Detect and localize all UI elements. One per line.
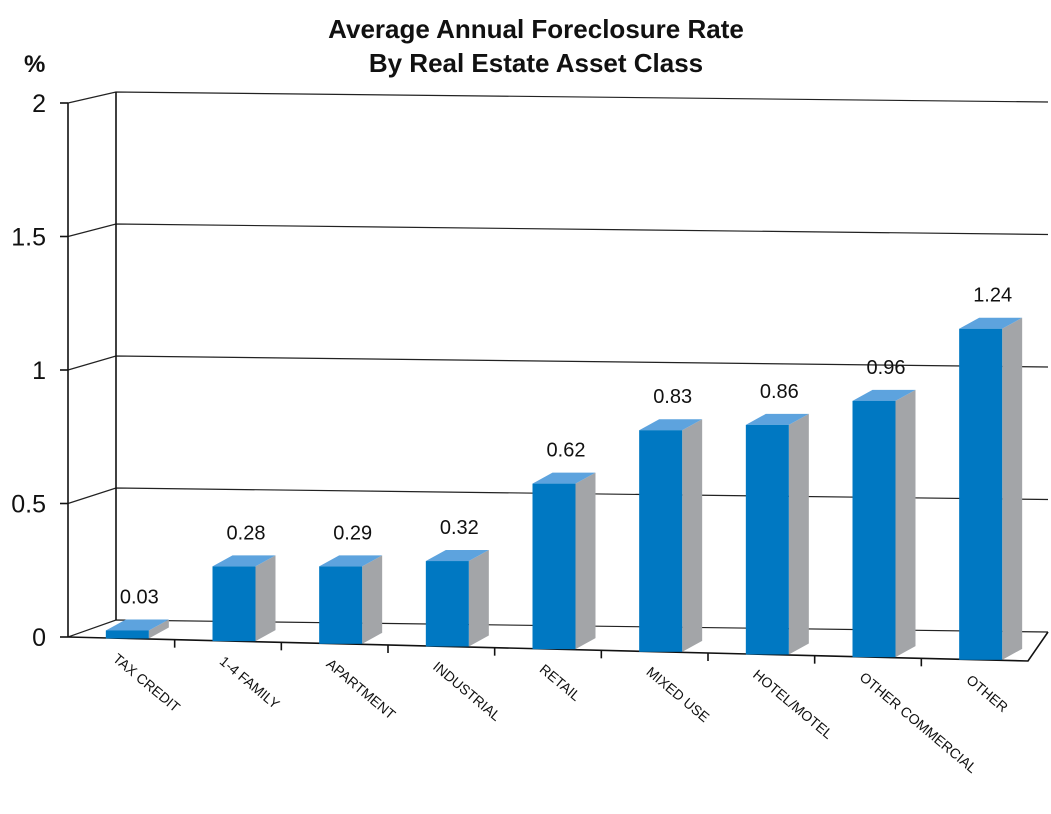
bar-top xyxy=(852,389,916,401)
bar-front xyxy=(532,483,576,650)
bar-front xyxy=(745,424,789,655)
bar xyxy=(852,389,916,658)
x-tick-label: OTHER COMMERCIAL xyxy=(857,669,981,776)
x-tick-label: OTHER xyxy=(963,671,1011,715)
data-label: 0.03 xyxy=(120,586,159,608)
bar-side xyxy=(1002,317,1023,660)
data-label: 0.32 xyxy=(440,517,479,539)
bar-side xyxy=(895,389,916,658)
bar-side xyxy=(788,413,809,655)
data-label: 0.86 xyxy=(760,381,799,403)
bar-top xyxy=(959,317,1023,329)
y-tick-label: 0 xyxy=(32,624,46,652)
x-tick-label: HOTEL/MOTEL xyxy=(750,666,836,742)
bar-side xyxy=(255,555,276,642)
y-tick-layer: 0 0.5 1 1.5 2 xyxy=(11,90,68,652)
data-label: 0.62 xyxy=(547,440,586,462)
x-tick-label: RETAIL xyxy=(537,661,584,704)
y-axis-unit: % xyxy=(24,51,45,78)
bar-side xyxy=(362,555,383,644)
grid-line xyxy=(67,91,1049,104)
bar-side xyxy=(682,419,703,652)
bar-top xyxy=(425,550,489,562)
y-tick-label: 1 xyxy=(32,357,46,385)
grid-line xyxy=(67,223,1049,238)
bar xyxy=(425,550,489,647)
bar-front xyxy=(959,328,1003,660)
x-tick-label: TAX CREDIT xyxy=(110,650,184,715)
bar-top xyxy=(532,472,596,484)
bar-front xyxy=(319,566,363,644)
bar xyxy=(639,419,703,652)
data-label: 0.28 xyxy=(227,522,266,544)
bar-side xyxy=(468,550,489,647)
bar xyxy=(532,472,596,650)
bar-front xyxy=(852,400,896,658)
chart-subtitle: By Real Estate Asset Class xyxy=(369,48,703,78)
bar xyxy=(959,317,1023,660)
data-label: 0.96 xyxy=(867,357,906,379)
bar-front xyxy=(425,561,469,647)
bar-top xyxy=(212,555,276,567)
y-tick-label: 1.5 xyxy=(11,224,46,252)
x-tick-label: MIXED USE xyxy=(643,663,712,725)
bar-front xyxy=(105,630,149,639)
value-labels-layer: 0.03 0.28 0.29 0.32 0.62 0.83 0.86 0.96 1.24 xyxy=(120,285,1012,609)
x-tick-label: 1-4 FAMILY xyxy=(217,653,284,713)
bars-layer xyxy=(105,317,1023,660)
x-tick-label: APARTMENT xyxy=(323,655,399,722)
y-tick-label: 2 xyxy=(32,90,46,118)
data-label: 0.83 xyxy=(653,386,692,408)
bar-top xyxy=(319,555,383,567)
bar-top xyxy=(639,419,703,431)
bar xyxy=(105,619,169,639)
bar-front xyxy=(639,430,683,652)
bar-top xyxy=(105,619,169,631)
bar-top xyxy=(745,413,809,425)
data-label: 1.24 xyxy=(973,285,1012,307)
bar-front xyxy=(212,566,256,642)
data-label: 0.29 xyxy=(333,522,372,544)
bar xyxy=(745,413,809,655)
bar-side xyxy=(575,472,596,650)
category-labels-layer: TAX CREDIT 1-4 FAMILY APARTMENT INDUSTRIAL R… xyxy=(110,639,1011,776)
x-tick-label: INDUSTRIAL xyxy=(430,658,504,724)
bar-side xyxy=(148,619,169,639)
chart-title: Average Annual Foreclosure Rate xyxy=(328,14,744,44)
bar xyxy=(212,555,276,642)
bar xyxy=(319,555,383,644)
y-tick-label: 0.5 xyxy=(11,491,46,519)
